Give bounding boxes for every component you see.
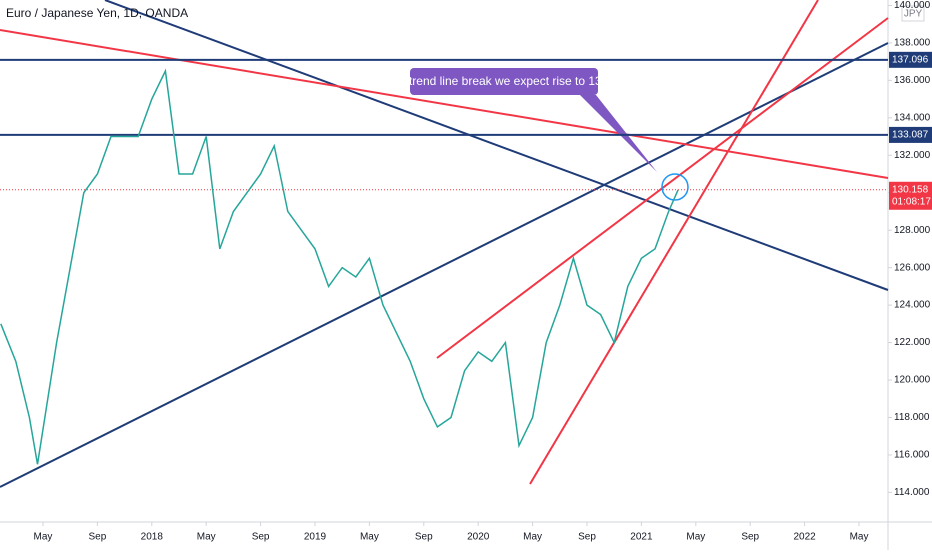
last-price-label: 130.158 (892, 184, 929, 195)
chart-title: Euro / Japanese Yen, 1D, OANDA (6, 6, 188, 20)
price-label: 133.087 (892, 130, 929, 141)
y-tick-label: 140.000 (894, 0, 931, 11)
currency-badge (901, 5, 925, 22)
x-tick-label: 2021 (630, 532, 653, 543)
y-tick-label: 134.000 (894, 112, 931, 123)
x-tick-label: Sep (741, 532, 759, 543)
x-tick-label: Sep (415, 532, 433, 543)
y-tick-label: 116.000 (894, 450, 930, 461)
callout-box (410, 68, 598, 95)
x-tick-label: 2018 (141, 532, 164, 543)
callout-tail (580, 95, 657, 172)
price-label: 137.096 (892, 54, 929, 65)
y-tick-label: 132.000 (894, 150, 931, 161)
x-tick-label: May (34, 532, 53, 543)
x-tick-label: 2022 (794, 532, 817, 543)
trend-line (529, 0, 819, 485)
x-tick-label: Sep (88, 532, 106, 543)
currency-label: JPY (904, 9, 923, 20)
x-tick-label: 2019 (304, 532, 327, 543)
trend-line (104, 0, 889, 291)
last-price-box (889, 181, 932, 210)
x-tick-label: May (850, 532, 869, 543)
y-tick-label: 136.000 (894, 75, 931, 86)
y-tick-label: 138.000 (894, 38, 931, 49)
x-tick-label: May (523, 532, 542, 543)
y-tick-label: 122.000 (894, 337, 931, 348)
x-tick-label: Sep (578, 532, 596, 543)
trend-line (0, 29, 889, 179)
x-tick-label: 2020 (467, 532, 490, 543)
y-tick-label: 128.000 (894, 225, 931, 236)
x-tick-label: Sep (252, 532, 270, 543)
y-tick-label: 118.000 (894, 412, 930, 423)
y-tick-label: 120.000 (894, 375, 931, 386)
x-tick-label: May (197, 532, 216, 543)
price-line (0, 68, 679, 465)
y-tick-label: 124.000 (894, 300, 931, 311)
y-tick-label: 126.000 (894, 262, 931, 273)
highlight-circle (661, 173, 689, 201)
price-label-box (889, 51, 932, 68)
x-tick-label: May (360, 532, 379, 543)
price-label-box (889, 126, 932, 143)
countdown-label: 01:08:17 (892, 196, 931, 207)
callout-text: if trend line break we expect rise to 13… (400, 74, 609, 88)
plot-area: if trend line break we expect rise to 13… (0, 0, 889, 488)
x-tick-label: May (686, 532, 705, 543)
y-tick-label: 114.000 (894, 487, 930, 498)
trend-line (0, 42, 889, 488)
